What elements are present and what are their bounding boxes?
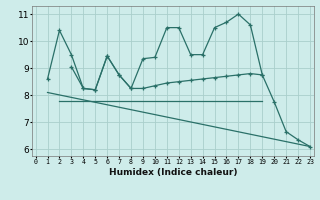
X-axis label: Humidex (Indice chaleur): Humidex (Indice chaleur) bbox=[108, 168, 237, 177]
